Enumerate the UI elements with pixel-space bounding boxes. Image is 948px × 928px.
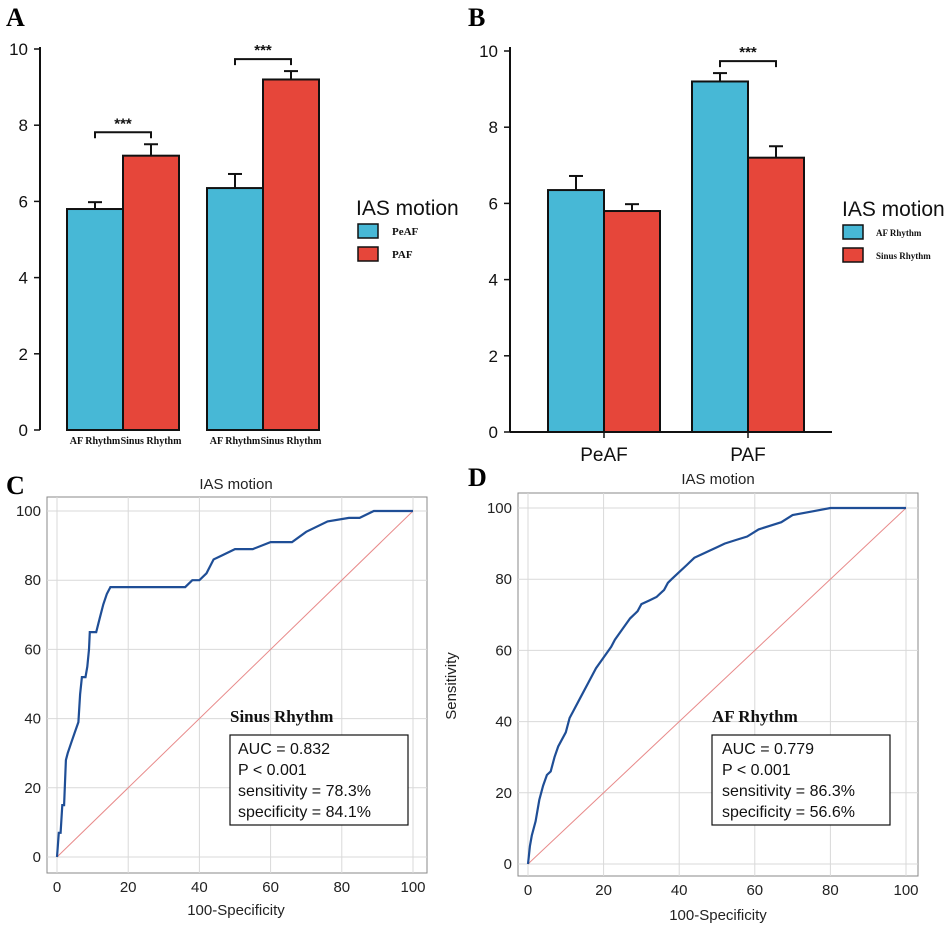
panel-a-legend-swatch-peaf — [357, 223, 379, 239]
panel-b-y-tick-label: 2 — [489, 347, 498, 366]
panel-c-x-label: 100-Specificity — [187, 902, 285, 919]
panel-c-roc-chart: IAS motion 0 20 40 60 80 100 0 20 40 60 80 100 100-… — [16, 476, 428, 919]
panel-c-title: IAS motion — [199, 476, 272, 493]
panel-d-sensitivity: sensitivity = 86.3% — [722, 783, 855, 800]
panel-b-significance-bracket — [719, 60, 777, 68]
panel-c-x-tick-label: 0 — [53, 879, 61, 896]
panel-c-x-tick-label: 60 — [262, 879, 279, 896]
panel-d-specificity: specificity = 56.6% — [722, 804, 855, 821]
panel-d-x-tick-label: 60 — [746, 882, 763, 899]
panel-a-group-label: Sinus Rhythm — [261, 436, 323, 447]
panel-c-y-tick-label: 0 — [33, 849, 41, 866]
panel-d-y-tick-label: 60 — [495, 642, 512, 659]
panel-d-x-label: 100-Specificity — [669, 907, 767, 924]
panel-a-group-label: AF Rhythm — [210, 436, 261, 447]
panel-c-frame — [46, 496, 428, 874]
panel-a-bar-paf-sinus — [262, 78, 320, 431]
panel-b-bar-paf-sinus — [747, 156, 805, 433]
panel-d-x-tick-label: 0 — [524, 882, 532, 899]
panel-c-roc-curve — [55, 509, 413, 858]
panel-c-sensitivity: sensitivity = 78.3% — [238, 783, 371, 800]
panel-b-category-paf: PAF — [730, 445, 766, 466]
panel-b-bar-peaf-af — [547, 189, 605, 433]
panel-c-y-tick-label: 80 — [24, 572, 41, 589]
panel-b-y-tick-label: 8 — [489, 118, 498, 137]
panel-c-p-value: P < 0.001 — [238, 762, 307, 779]
panel-c-y-tick-label: 40 — [24, 711, 41, 728]
panel-a-legend-title: IAS motion — [356, 197, 459, 220]
panel-c-y-tick-label: 60 — [24, 641, 41, 658]
panel-d-series-label: AF Rhythm — [712, 707, 798, 726]
panel-c-x-tick-label: 80 — [333, 879, 350, 896]
panel-c-series-label: Sinus Rhythm — [230, 707, 333, 726]
panel-d-roc-chart: IAS motion 0 20 40 60 80 100 0 20 40 60 80 100 100-… — [443, 471, 919, 924]
panel-d-reference-line — [527, 507, 907, 865]
panel-a-significance-bracket — [234, 58, 292, 66]
panel-a-group-label: Sinus Rhythm — [121, 436, 183, 447]
panel-c-reference-line — [56, 510, 414, 858]
panel-d-p-value: P < 0.001 — [722, 762, 791, 779]
panel-b-legend-sinus: Sinus Rhythm — [876, 251, 931, 261]
panel-d-x-tick-label: 80 — [822, 882, 839, 899]
panel-b-legend-swatch-sinus — [842, 247, 864, 263]
panel-b-y-tick-label: 4 — [489, 271, 498, 290]
panel-a-significance-label: *** — [254, 42, 272, 59]
panel-a-legend-swatch-paf — [357, 246, 379, 262]
panel-b-legend-swatch-af — [842, 224, 864, 240]
panel-b-y-tick-label: 6 — [489, 194, 498, 213]
panel-b-label: B — [468, 3, 485, 32]
panel-c-x-tick-label: 20 — [120, 879, 137, 896]
panel-a-significance-bracket — [94, 131, 152, 139]
panel-b-legend-title: IAS motion — [842, 198, 945, 221]
panel-b-significance-label: *** — [739, 44, 757, 61]
panel-d-x-tick-label: 100 — [893, 882, 918, 899]
panel-c-x-tick-label: 100 — [400, 879, 425, 896]
panel-b-category-peaf: PeAF — [580, 445, 628, 466]
panel-a-bar-peaf-sinus — [122, 154, 180, 431]
panel-a-significance-label: *** — [114, 115, 132, 132]
panel-c-x-tick-label: 40 — [191, 879, 208, 896]
panel-a-y-tick-label: 6 — [19, 192, 28, 211]
panel-a-y-tick-label: 10 — [9, 40, 28, 59]
panel-d-x-tick-label: 20 — [595, 882, 612, 899]
panel-d-x-tick-label: 40 — [671, 882, 688, 899]
panel-a-bar-peaf-af — [66, 208, 124, 431]
panel-c-auc: AUC = 0.832 — [238, 741, 330, 758]
panel-b-bar-chart: 0 2 4 6 8 10 *** PeAF PAF IAS motion AF Rhyth… — [479, 42, 945, 466]
panel-a-y-tick-label: 8 — [19, 116, 28, 135]
panel-c-specificity: specificity = 84.1% — [238, 804, 371, 821]
panel-d-title: IAS motion — [681, 471, 754, 488]
panel-a-legend-peaf: PeAF — [392, 226, 419, 238]
panel-a-group-label: AF Rhythm — [70, 436, 121, 447]
panel-d-y-tick-label: 20 — [495, 785, 512, 802]
panel-d-roc-curve — [526, 506, 906, 865]
panel-b-bar-peaf-sinus — [603, 210, 661, 433]
panel-a-y-tick-label: 2 — [19, 345, 28, 364]
panel-c-y-tick-label: 100 — [16, 503, 41, 520]
panel-b-legend-af: AF Rhythm — [876, 228, 922, 238]
panel-c-y-tick-label: 20 — [24, 780, 41, 797]
panel-c-stats-box — [229, 734, 409, 826]
panel-b-y-tick-label: 0 — [489, 423, 498, 442]
panel-d-label: D — [468, 463, 487, 492]
panel-d-y-tick-label: 40 — [495, 714, 512, 731]
panel-a-bar-paf-af — [206, 187, 264, 431]
panel-d-y-tick-label: 80 — [495, 571, 512, 588]
panel-b-bar-paf-af — [691, 80, 749, 433]
panel-c-label: C — [6, 471, 25, 500]
panel-a-y-tick-label: 4 — [19, 269, 28, 288]
panel-a-legend-paf: PAF — [392, 249, 413, 261]
panel-d-auc: AUC = 0.779 — [722, 741, 814, 758]
panel-d-y-label: Sensitivity — [443, 652, 460, 720]
panel-d-frame — [517, 492, 919, 877]
panel-b-y-tick-label: 10 — [479, 42, 498, 61]
panel-a-label: A — [6, 3, 25, 32]
panel-d-y-tick-label: 0 — [504, 856, 512, 873]
panel-d-stats-box — [711, 734, 891, 826]
panel-a-y-tick-label: 0 — [19, 421, 28, 440]
panel-d-y-tick-label: 100 — [487, 500, 512, 517]
